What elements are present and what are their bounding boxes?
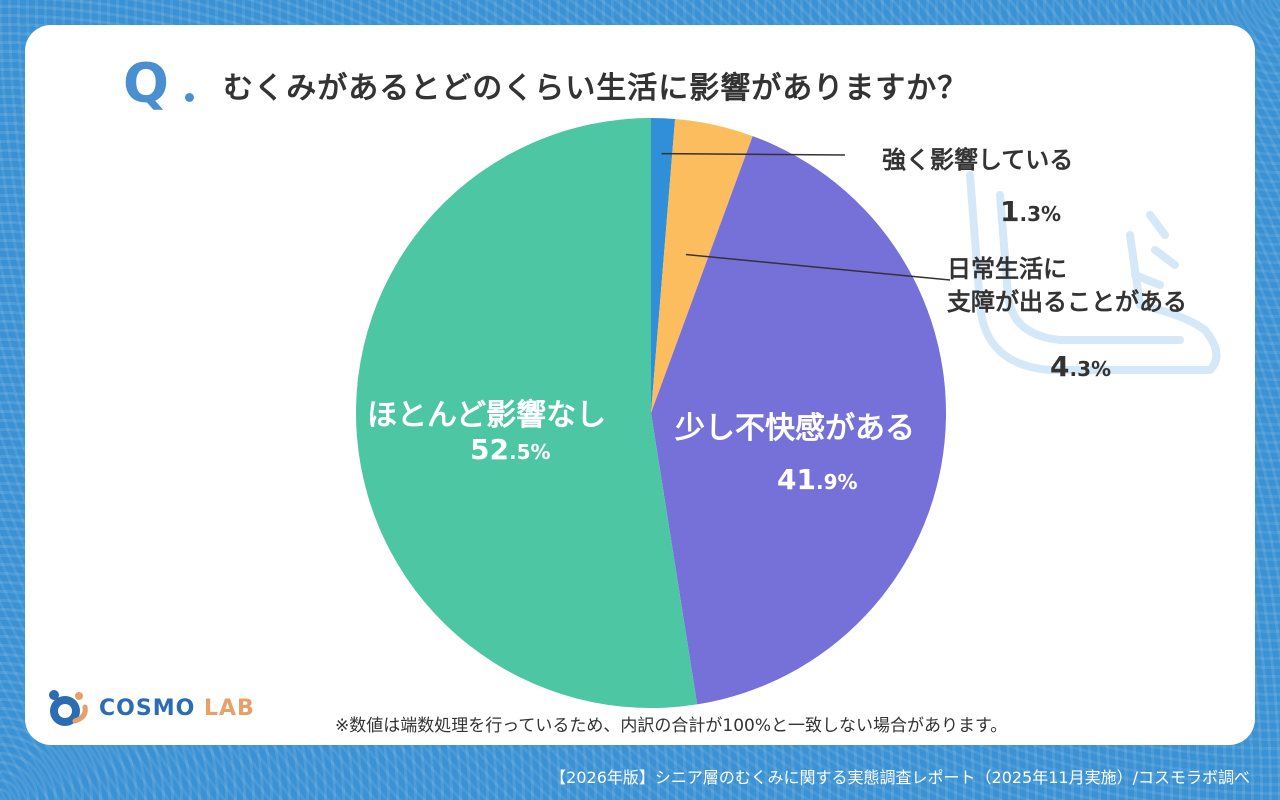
logo-mark-icon — [49, 690, 88, 726]
chart-card: Q むくみがあるとどのくらい生活に影響がありますか？ 強く影響している 1.3%… — [25, 25, 1255, 745]
leg-illustration-icon — [966, 171, 1221, 374]
label-daily-hindrance: 日常生活に 支障が出ることがある — [947, 255, 1187, 316]
value-slight-discomfort: 41.9% — [777, 463, 858, 496]
slice-daily-hindrance — [651, 118, 753, 413]
slice-no-impact — [355, 118, 698, 708]
question-title: むくみがあるとどのくらい生活に影響がありますか？ — [223, 71, 969, 106]
logo-text: COSMO LAB — [99, 695, 255, 721]
q-mark: Q — [123, 52, 169, 115]
pie-chart — [355, 118, 951, 708]
value-no-impact: 52.5% — [470, 433, 551, 466]
label-strong-impact: 強く影響している — [882, 146, 1074, 174]
cosmo-lab-logo: COSMO LAB — [45, 687, 255, 729]
leader-line-daily-hindrance — [685, 253, 951, 281]
label-slight-discomfort: 少し不快感がある — [675, 411, 915, 446]
leader-line-strong-impact — [661, 152, 846, 156]
q-dot — [185, 93, 194, 102]
value-daily-hindrance: 4.3% — [1050, 350, 1112, 383]
slice-slight-discomfort — [651, 136, 947, 705]
label-no-impact: ほとんど影響なし — [367, 398, 607, 433]
slice-strong-impact — [651, 118, 676, 413]
rounding-note: ※数値は端数処理を行っているため、内訳の合計が100%と一致しない場合があります… — [335, 716, 1008, 736]
source-footer: 【2026年版】シニア層のむくみに関する実態調査レポート（2025年11月実施）… — [550, 768, 1250, 787]
value-strong-impact: 1.3% — [1000, 195, 1062, 228]
